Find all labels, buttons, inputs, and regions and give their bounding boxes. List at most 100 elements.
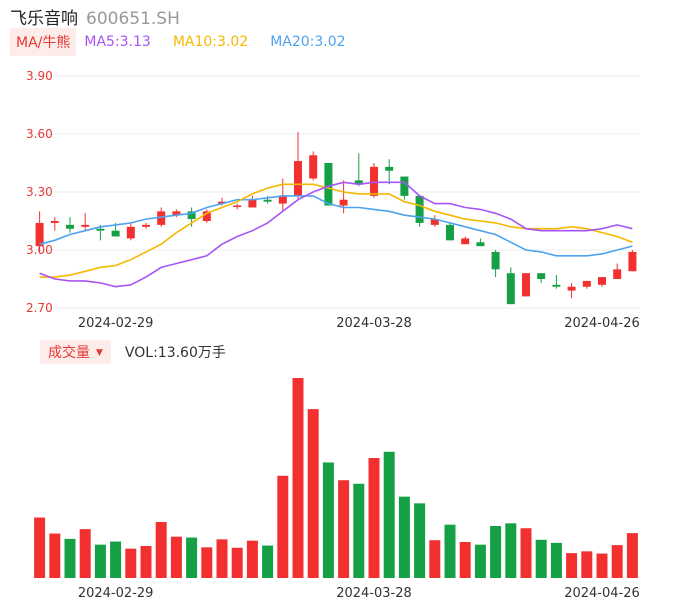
ma20-legend: MA20:3.02 [270, 34, 346, 50]
candle-body [324, 163, 333, 206]
candle-body [111, 230, 120, 237]
volume-bar [474, 544, 486, 578]
volume-bar [277, 475, 289, 578]
candle-body [218, 201, 226, 204]
volume-bar [231, 547, 243, 578]
volume-bar [140, 546, 152, 578]
volume-bar [246, 540, 258, 578]
candle-body [278, 195, 287, 204]
candle-body [142, 224, 150, 227]
volume-bar [383, 451, 395, 578]
volume-bar [49, 533, 61, 578]
y-tick-label: 3.30 [26, 185, 53, 199]
stock-header: 飞乐音响 600651.SH [10, 4, 180, 29]
candle-body [552, 284, 561, 287]
ma-indicator-selector[interactable]: MA/牛熊 [10, 28, 77, 56]
volume-bar [490, 526, 502, 578]
candle-body [35, 222, 44, 247]
volume-bar [353, 483, 365, 578]
volume-bar [414, 503, 426, 578]
volume-bar [262, 545, 274, 578]
candle-body [263, 199, 272, 202]
volume-bar [170, 536, 182, 578]
volume-bar [459, 542, 471, 578]
x-date-label: 2024-03-28 [336, 316, 412, 331]
candle-body [66, 224, 74, 229]
candle-body [415, 195, 424, 223]
candle-body [248, 199, 257, 208]
volume-bar [322, 462, 334, 578]
candle-body [522, 273, 530, 297]
candle-body [50, 221, 59, 223]
candle-body [446, 224, 454, 241]
ma10-legend: MA10:3.02 [172, 34, 249, 50]
volume-bar [125, 548, 137, 578]
volume-bar [596, 553, 608, 578]
candle-body [567, 286, 576, 291]
ma-legend: MA/牛熊 MA5:3.13 MA10:3.02 MA20:3.02 [10, 28, 368, 56]
volume-bar [94, 544, 106, 578]
ma5-line [39, 181, 633, 288]
candle-body [598, 277, 606, 285]
candle-body [202, 211, 211, 221]
volume-x-date-label: 2024-03-28 [336, 586, 412, 601]
candle-body [491, 251, 500, 270]
stock-code: 600651.SH [86, 9, 180, 29]
volume-x-date-label: 2024-04-26 [564, 586, 640, 601]
volume-bar [216, 539, 228, 578]
volume-bar [155, 522, 167, 578]
volume-bar [186, 537, 198, 578]
candle-body [385, 166, 394, 171]
volume-bar [64, 538, 76, 578]
volume-value-label: VOL:13.60万手 [124, 345, 226, 361]
volume-bar [307, 409, 319, 578]
volume-bar [34, 517, 46, 578]
stock-name: 飞乐音响 [10, 9, 78, 29]
candle-body [461, 238, 470, 245]
candle-body [81, 224, 90, 227]
ma20-line [39, 195, 633, 257]
volume-bar [505, 523, 517, 578]
ma5-legend: MA5:3.13 [84, 34, 151, 50]
y-tick-label: 3.90 [26, 69, 53, 83]
volume-bar [398, 496, 410, 578]
volume-bar [611, 545, 623, 578]
x-date-label: 2024-02-29 [78, 316, 154, 331]
volume-bar [110, 541, 122, 578]
y-tick-label: 2.70 [26, 301, 53, 315]
candle-body [187, 211, 196, 220]
candle-body [294, 161, 302, 196]
candle-body [370, 166, 378, 196]
candle-body [430, 219, 439, 225]
candle-body [126, 226, 135, 239]
candle-body [96, 228, 105, 231]
volume-bar [626, 533, 638, 578]
candle-body [233, 205, 242, 208]
candle-body [628, 251, 637, 272]
volume-bar [79, 529, 91, 578]
candle-body [157, 211, 166, 225]
candle-body [309, 155, 318, 179]
x-date-label: 2024-04-26 [564, 316, 640, 331]
volume-indicator-selector[interactable]: 成交量 ▼ [40, 340, 111, 364]
candle-body [582, 280, 591, 287]
volume-x-date-label: 2024-02-29 [78, 586, 154, 601]
candle-body [476, 242, 485, 247]
caret-down-icon: ▼ [96, 348, 103, 358]
volume-bar [429, 540, 441, 578]
volume-bar [581, 551, 593, 578]
volume-bar [201, 547, 213, 578]
volume-selector-label: 成交量 [48, 345, 90, 361]
volume-bar [368, 458, 380, 578]
candle-body [506, 273, 515, 305]
candle-body [339, 199, 348, 206]
volume-bar [566, 553, 578, 578]
candle-body [537, 273, 546, 279]
candle-body [354, 180, 363, 185]
volume-bar [550, 542, 562, 578]
volume-bar [444, 524, 456, 578]
volume-bar [535, 539, 547, 578]
volume-legend: 成交量 ▼ VOL:13.60万手 [40, 340, 226, 364]
ma10-line [39, 183, 633, 278]
